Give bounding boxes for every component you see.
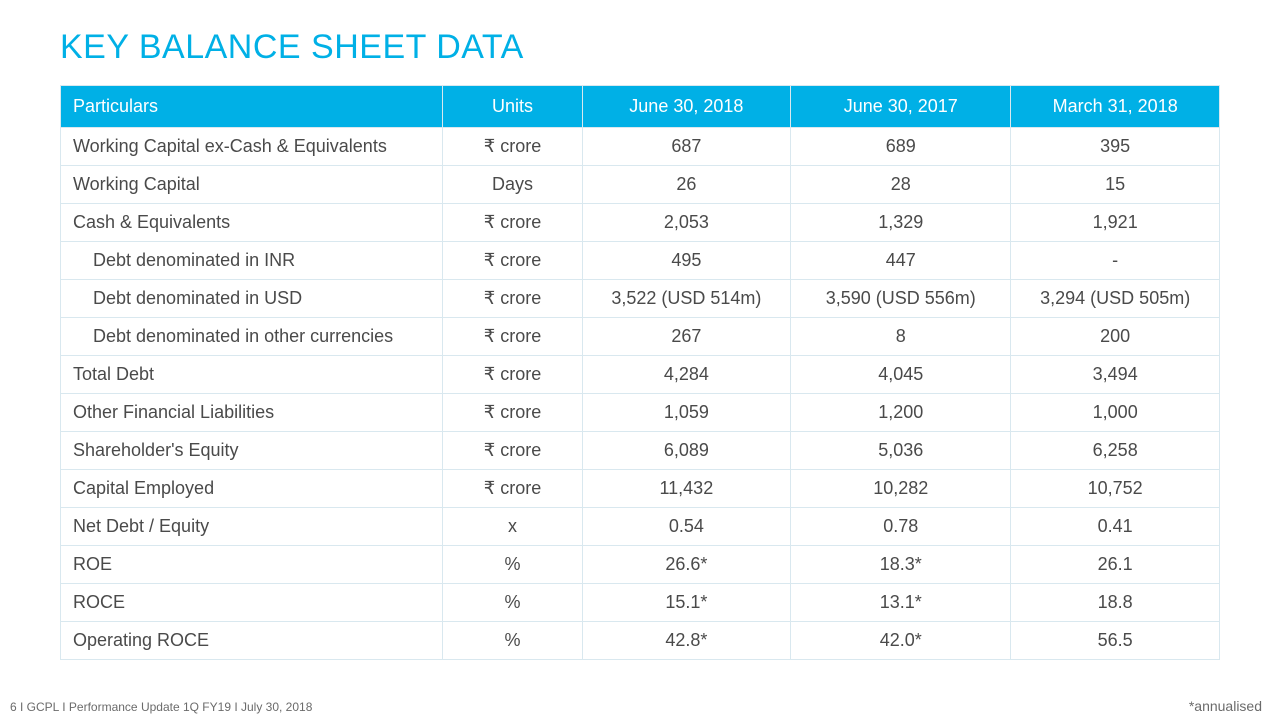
cell-value: % — [443, 584, 582, 622]
cell-value: 6,258 — [1011, 432, 1220, 470]
col-units: Units — [443, 86, 582, 128]
cell-value: 3,494 — [1011, 356, 1220, 394]
cell-value: Days — [443, 166, 582, 204]
cell-value: 56.5 — [1011, 622, 1220, 660]
cell-value: ₹ crore — [443, 318, 582, 356]
table-row: Debt denominated in USD₹ crore3,522 (USD… — [61, 280, 1220, 318]
cell-value: 689 — [791, 128, 1011, 166]
cell-particular: Debt denominated in USD — [61, 280, 443, 318]
table-row: Capital Employed₹ crore11,43210,28210,75… — [61, 470, 1220, 508]
table-row: Other Financial Liabilities₹ crore1,0591… — [61, 394, 1220, 432]
cell-value: 267 — [582, 318, 791, 356]
balance-sheet-table: Particulars Units June 30, 2018 June 30,… — [60, 85, 1220, 660]
cell-value: - — [1011, 242, 1220, 280]
cell-value: ₹ crore — [443, 280, 582, 318]
table-body: Working Capital ex-Cash & Equivalents₹ c… — [61, 128, 1220, 660]
cell-value: 0.41 — [1011, 508, 1220, 546]
cell-particular: ROE — [61, 546, 443, 584]
cell-particular: Net Debt / Equity — [61, 508, 443, 546]
table-row: ROE%26.6*18.3*26.1 — [61, 546, 1220, 584]
table-row: Debt denominated in other currencies₹ cr… — [61, 318, 1220, 356]
cell-value: 3,590 (USD 556m) — [791, 280, 1011, 318]
cell-value: 3,294 (USD 505m) — [1011, 280, 1220, 318]
cell-value: 1,329 — [791, 204, 1011, 242]
cell-value: ₹ crore — [443, 128, 582, 166]
cell-value: 10,752 — [1011, 470, 1220, 508]
cell-value: 3,522 (USD 514m) — [582, 280, 791, 318]
cell-value: 26.1 — [1011, 546, 1220, 584]
cell-particular: Other Financial Liabilities — [61, 394, 443, 432]
cell-value: 26.6* — [582, 546, 791, 584]
cell-value: ₹ crore — [443, 470, 582, 508]
page: KEY BALANCE SHEET DATA Particulars Units… — [0, 0, 1280, 720]
cell-particular: ROCE — [61, 584, 443, 622]
cell-value: % — [443, 622, 582, 660]
table-row: Debt denominated in INR₹ crore495447- — [61, 242, 1220, 280]
table-row: Operating ROCE%42.8*42.0*56.5 — [61, 622, 1220, 660]
cell-value: 11,432 — [582, 470, 791, 508]
cell-value: 495 — [582, 242, 791, 280]
cell-value: % — [443, 546, 582, 584]
cell-particular: Cash & Equivalents — [61, 204, 443, 242]
table-header: Particulars Units June 30, 2018 June 30,… — [61, 86, 1220, 128]
cell-value: 4,045 — [791, 356, 1011, 394]
cell-value: 4,284 — [582, 356, 791, 394]
cell-value: 0.54 — [582, 508, 791, 546]
table-row: Total Debt₹ crore4,2844,0453,494 — [61, 356, 1220, 394]
col-date-1: June 30, 2018 — [582, 86, 791, 128]
cell-value: 0.78 — [791, 508, 1011, 546]
cell-value: 447 — [791, 242, 1011, 280]
cell-value: 200 — [1011, 318, 1220, 356]
cell-particular: Debt denominated in INR — [61, 242, 443, 280]
cell-particular: Operating ROCE — [61, 622, 443, 660]
cell-particular: Working Capital — [61, 166, 443, 204]
table-row: ROCE%15.1*13.1*18.8 — [61, 584, 1220, 622]
cell-value: 5,036 — [791, 432, 1011, 470]
cell-value: 28 — [791, 166, 1011, 204]
cell-value: 42.8* — [582, 622, 791, 660]
cell-value: 26 — [582, 166, 791, 204]
cell-value: 15 — [1011, 166, 1220, 204]
col-particulars: Particulars — [61, 86, 443, 128]
cell-value: 42.0* — [791, 622, 1011, 660]
footer-right: *annualised — [1189, 698, 1262, 714]
cell-particular: Capital Employed — [61, 470, 443, 508]
cell-value: 395 — [1011, 128, 1220, 166]
cell-particular: Working Capital ex-Cash & Equivalents — [61, 128, 443, 166]
cell-value: 8 — [791, 318, 1011, 356]
cell-value: ₹ crore — [443, 204, 582, 242]
cell-value: ₹ crore — [443, 356, 582, 394]
cell-value: 2,053 — [582, 204, 791, 242]
cell-value: 15.1* — [582, 584, 791, 622]
table-row: Cash & Equivalents₹ crore2,0531,3291,921 — [61, 204, 1220, 242]
cell-value: ₹ crore — [443, 242, 582, 280]
footer-left: 6 I GCPL I Performance Update 1Q FY19 I … — [10, 700, 312, 714]
cell-value: ₹ crore — [443, 432, 582, 470]
cell-value: 1,000 — [1011, 394, 1220, 432]
table-row: Net Debt / Equityx0.540.780.41 — [61, 508, 1220, 546]
cell-value: 10,282 — [791, 470, 1011, 508]
cell-value: 1,921 — [1011, 204, 1220, 242]
table-header-row: Particulars Units June 30, 2018 June 30,… — [61, 86, 1220, 128]
cell-particular: Debt denominated in other currencies — [61, 318, 443, 356]
cell-value: 18.3* — [791, 546, 1011, 584]
cell-value: 1,200 — [791, 394, 1011, 432]
cell-value: ₹ crore — [443, 394, 582, 432]
cell-value: 13.1* — [791, 584, 1011, 622]
table-row: Shareholder's Equity₹ crore6,0895,0366,2… — [61, 432, 1220, 470]
cell-value: x — [443, 508, 582, 546]
cell-particular: Total Debt — [61, 356, 443, 394]
cell-value: 6,089 — [582, 432, 791, 470]
table-row: Working CapitalDays262815 — [61, 166, 1220, 204]
col-date-2: June 30, 2017 — [791, 86, 1011, 128]
cell-value: 687 — [582, 128, 791, 166]
page-title: KEY BALANCE SHEET DATA — [60, 28, 1220, 67]
table-row: Working Capital ex-Cash & Equivalents₹ c… — [61, 128, 1220, 166]
col-date-3: March 31, 2018 — [1011, 86, 1220, 128]
cell-value: 18.8 — [1011, 584, 1220, 622]
cell-particular: Shareholder's Equity — [61, 432, 443, 470]
cell-value: 1,059 — [582, 394, 791, 432]
